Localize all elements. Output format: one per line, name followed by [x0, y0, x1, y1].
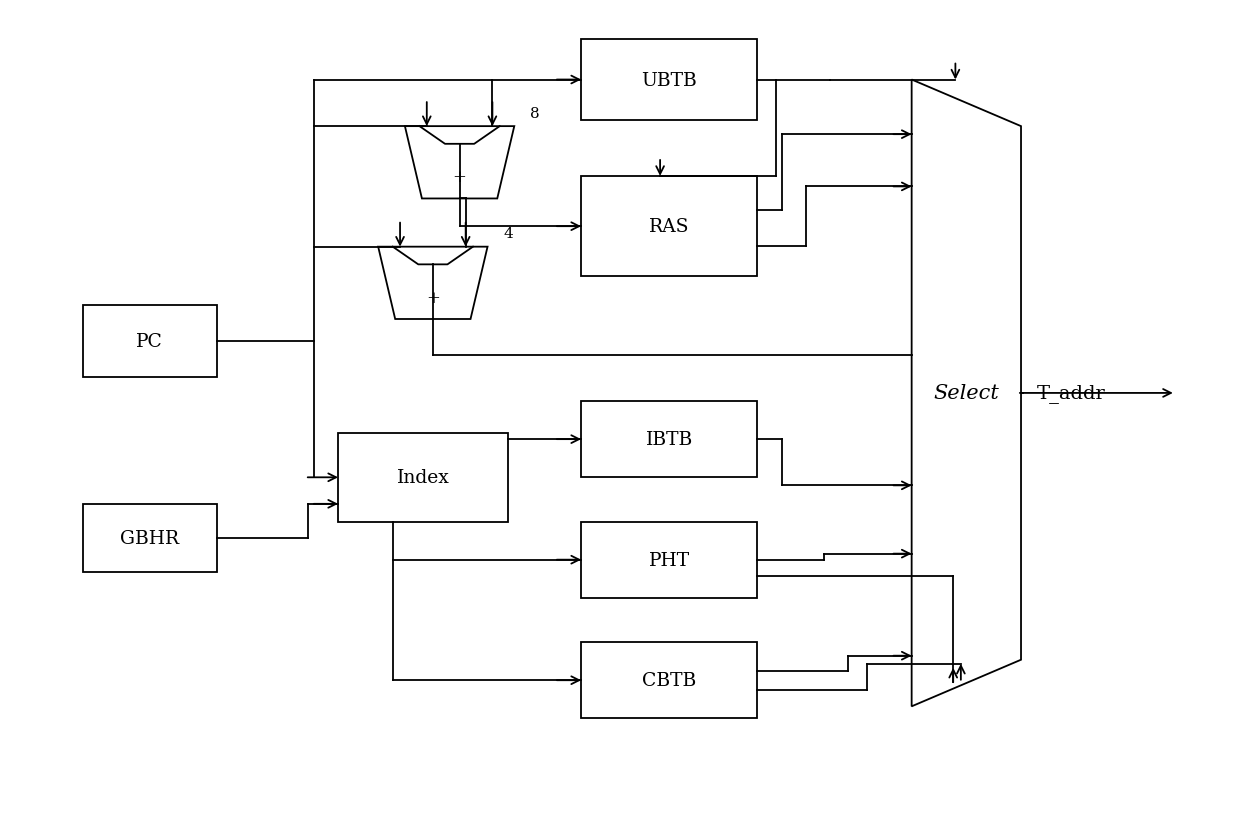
Bar	[83, 505, 217, 572]
Text: UBTB: UBTB	[641, 71, 697, 89]
Bar	[582, 177, 758, 277]
Bar	[582, 401, 758, 477]
Text: RAS: RAS	[649, 218, 689, 236]
Bar	[582, 642, 758, 718]
Text: IBTB: IBTB	[646, 431, 693, 449]
Bar	[582, 522, 758, 598]
Text: GBHR: GBHR	[120, 529, 180, 547]
Text: 8: 8	[529, 106, 539, 120]
Bar	[582, 40, 758, 120]
Text: PHT: PHT	[649, 551, 689, 569]
Text: Select: Select	[934, 384, 999, 403]
Text: +: +	[453, 169, 466, 186]
Bar	[83, 305, 217, 378]
Text: 4: 4	[503, 227, 513, 241]
Bar	[339, 433, 508, 522]
Text: Index: Index	[397, 468, 450, 486]
Text: +: +	[425, 289, 440, 306]
Text: T_addr: T_addr	[1037, 384, 1106, 403]
Text: CBTB: CBTB	[642, 672, 697, 690]
Text: PC: PC	[136, 333, 164, 351]
